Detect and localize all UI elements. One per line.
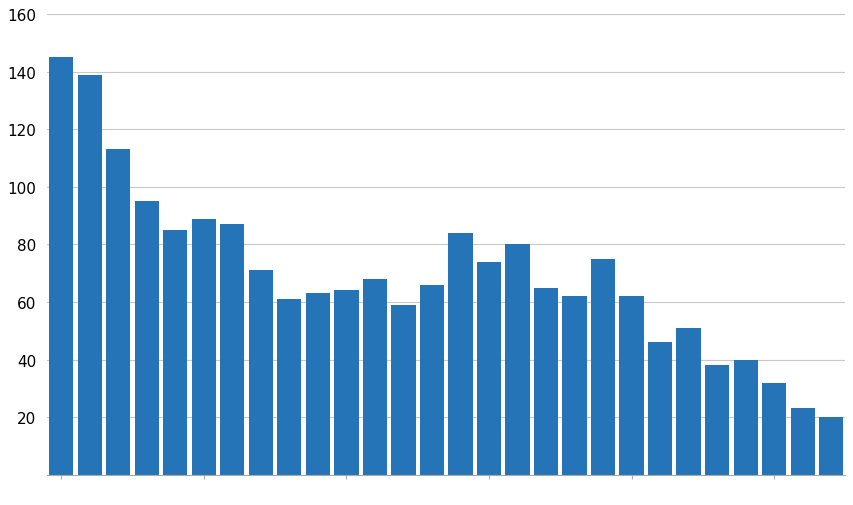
Bar	[647, 342, 671, 475]
Bar	[533, 288, 558, 475]
Bar	[78, 75, 102, 475]
Bar	[49, 58, 73, 475]
Bar	[248, 271, 273, 475]
Bar	[476, 262, 501, 475]
Bar	[448, 233, 472, 475]
Bar	[391, 305, 415, 475]
Bar	[277, 299, 301, 475]
Bar	[163, 231, 187, 475]
Bar	[618, 296, 643, 475]
Bar	[334, 291, 358, 475]
Bar	[790, 409, 814, 475]
Bar	[363, 279, 386, 475]
Bar	[106, 150, 131, 475]
Bar	[191, 219, 216, 475]
Bar	[733, 360, 757, 475]
Bar	[135, 202, 159, 475]
Bar	[562, 296, 586, 475]
Bar	[705, 366, 728, 475]
Bar	[818, 417, 842, 475]
Bar	[305, 294, 329, 475]
Bar	[220, 225, 244, 475]
Bar	[676, 328, 700, 475]
Bar	[590, 259, 614, 475]
Bar	[505, 245, 529, 475]
Bar	[761, 383, 786, 475]
Bar	[420, 285, 444, 475]
